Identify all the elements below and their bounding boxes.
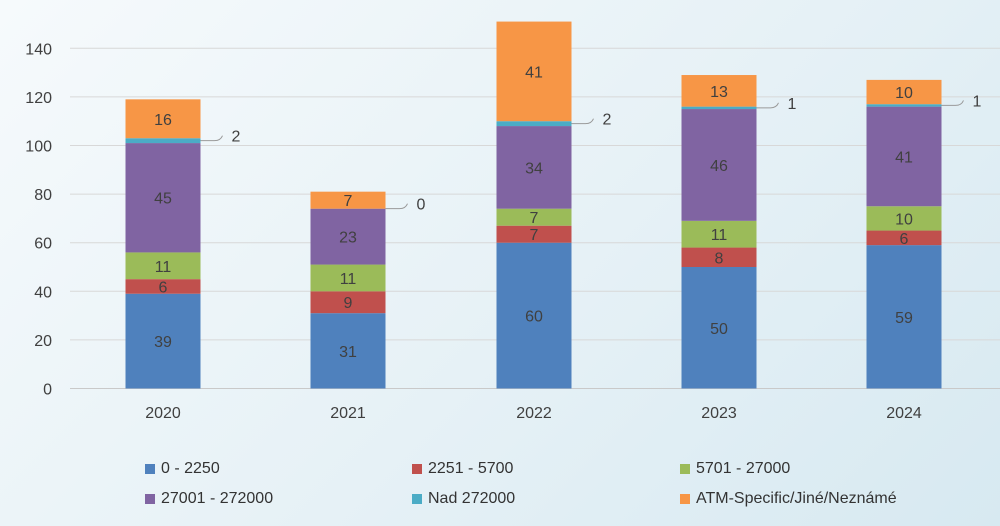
data-label: 6 [159,279,168,296]
legend-label: 5701 - 27000 [696,460,791,477]
y-tick-label: 100 [25,139,52,156]
data-label: 9 [344,295,353,312]
data-label: 7 [530,227,539,244]
legend-item: 0 - 2250 [145,460,220,478]
legend-label: 2251 - 5700 [428,460,514,477]
data-label: 8 [715,250,724,267]
bar-segment [310,264,386,292]
data-label: 39 [154,334,172,351]
legend-label: ATM-Specific/Jiné/Neznámé [696,490,897,507]
bar-segment [125,138,201,144]
legend-item: Nad 272000 [412,490,515,508]
data-label: 1 [788,96,797,113]
data-label: 50 [710,321,728,338]
data-label: 11 [711,227,728,244]
bar-segment [496,126,572,209]
bar-segment [125,279,201,294]
y-tick-label: 20 [34,333,52,350]
bar-segment [866,230,942,246]
data-label: 2 [603,112,612,129]
legend-swatch [412,494,422,504]
bar-segment [866,104,942,107]
legend-swatch [145,464,155,474]
bar-segment [310,208,386,265]
legend-label: 0 - 2250 [161,460,220,477]
data-label: 7 [344,193,353,210]
bar-segment [681,75,757,107]
y-tick-label: 140 [25,41,52,58]
data-label: 59 [895,310,913,327]
x-tick-label: 2023 [701,405,737,422]
bar-segment [866,245,942,389]
leader-line [756,102,779,109]
legend-label: 27001 - 272000 [161,490,274,507]
x-tick-label: 2022 [516,405,552,422]
bar-segment [125,293,201,389]
legend-item: 2251 - 5700 [412,460,513,478]
data-label: 41 [525,64,543,81]
data-label: 45 [154,191,172,208]
y-tick-label: 0 [43,382,52,399]
leader-line [200,135,223,142]
data-label: 60 [525,309,543,326]
legend-swatch [412,464,422,474]
data-label: 41 [895,149,913,166]
data-label: 23 [339,230,357,247]
data-label: 7 [530,210,539,227]
legend-swatch [680,464,690,474]
leader-line [385,203,408,210]
y-tick-label: 80 [34,187,52,204]
bar-segment [866,106,942,207]
bar-segment [681,220,757,248]
y-tick-label: 40 [34,284,52,301]
legend: 0 - 2250 2251 - 5700 5701 - 27000 27001 - 2… [0,455,1000,525]
bar-segment [496,121,572,127]
legend-swatch [680,494,690,504]
data-label: 16 [154,112,172,129]
bar-segment [310,291,386,314]
x-tick-label: 2020 [145,405,181,422]
y-tick-label: 60 [34,236,52,253]
data-label: 34 [525,160,543,177]
legend-swatch [145,494,155,504]
data-label: 46 [710,158,728,175]
y-tick-label: 120 [25,90,52,107]
bar-segment [125,252,201,280]
bar-segment [496,21,572,122]
bar-segment [310,191,386,209]
data-label: 13 [710,84,728,101]
data-label: 11 [155,259,172,276]
data-label: 6 [900,231,909,248]
data-label: 10 [895,211,913,228]
data-label: 1 [973,93,982,110]
legend-item: 5701 - 27000 [680,460,790,478]
bar-segment [496,208,572,226]
legend-item: 27001 - 272000 [145,490,273,508]
bar-segment [681,247,757,267]
bar-segment [310,313,386,389]
x-tick-label: 2024 [886,405,922,422]
x-tick-label: 2021 [330,405,366,422]
leader-line [941,100,964,106]
legend-item: ATM-Specific/Jiné/Neznámé [680,490,897,508]
bar-segment [681,109,757,221]
bar-segment [866,79,942,105]
bar-segment [125,143,201,253]
bar-segment [496,225,572,243]
bar-segment [496,242,572,389]
data-label: 10 [895,85,913,102]
bar-segment [681,267,757,389]
leader-line [571,118,594,125]
bar-segment [681,106,757,110]
data-label: 11 [340,271,357,288]
bar-segment [866,206,942,231]
legend-label: Nad 272000 [428,490,516,507]
data-label: 2 [232,129,241,146]
data-label: 0 [417,197,426,214]
data-label: 31 [339,344,357,361]
bar-segment [125,99,201,139]
